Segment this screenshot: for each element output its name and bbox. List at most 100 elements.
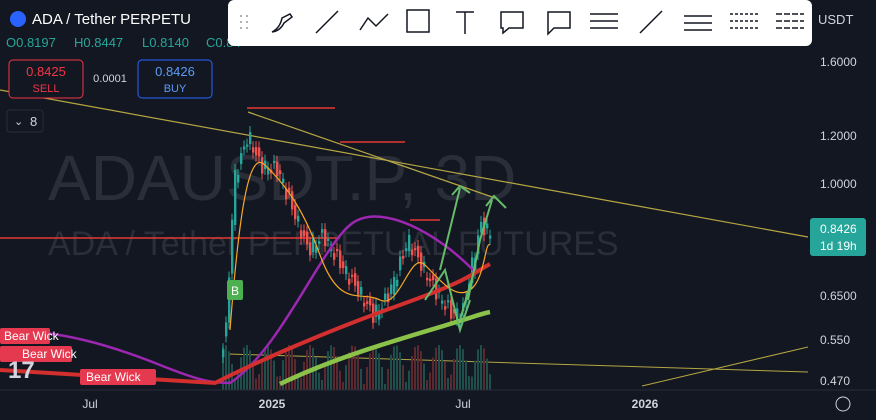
volume-bar (255, 378, 257, 390)
volume-bar (327, 351, 329, 390)
volume-bar (399, 352, 401, 390)
buy-button[interactable] (137, 59, 213, 99)
volume-bar (261, 358, 263, 390)
volume-bar (474, 360, 476, 390)
candle-body (246, 144, 249, 147)
candle-body (327, 238, 330, 241)
arrow (424, 267, 471, 334)
volume-bar (405, 381, 407, 390)
volume-bar (336, 356, 338, 390)
volume-bar (270, 349, 272, 390)
candle-body (426, 277, 429, 281)
volume-bar (393, 346, 395, 390)
volume-bar (282, 360, 284, 390)
brush-tool[interactable] (271, 13, 294, 33)
sell-label[interactable]: SELL (33, 83, 60, 95)
volume-bar (267, 345, 269, 390)
rectangle-tool[interactable] (406, 9, 430, 33)
text-tool[interactable] (456, 11, 474, 34)
candle-body (435, 278, 438, 300)
candle-body (258, 147, 261, 157)
volume-bar (390, 354, 392, 390)
time-label: 2025 (259, 397, 286, 411)
candle-body (276, 161, 279, 177)
volume-bar (447, 377, 449, 390)
line-tool[interactable] (315, 10, 339, 34)
ohlc-high: H0.8447 (74, 35, 123, 50)
candle-body (456, 308, 459, 321)
sell-price[interactable]: 0.8425 (26, 64, 66, 79)
volume-bar (453, 359, 455, 390)
volume-bar (429, 372, 431, 390)
indicator-toggle[interactable] (6, 109, 44, 133)
path-tool[interactable] (359, 13, 389, 31)
settings-icon[interactable] (835, 396, 851, 412)
volume-bar (309, 345, 311, 390)
candle-body (252, 147, 255, 153)
candle-body (486, 223, 489, 229)
buy-price[interactable]: 0.8426 (155, 64, 195, 79)
candle-body (363, 302, 366, 307)
volume-bar (354, 346, 356, 390)
volume-bar (237, 372, 239, 390)
candle-body (399, 256, 402, 271)
price-label: 0.470 (820, 374, 850, 388)
currency[interactable]: USDT (818, 12, 853, 27)
candle-body (408, 234, 411, 252)
candle-body (324, 229, 327, 247)
candle-body (294, 205, 297, 220)
candle-body (378, 310, 381, 320)
candle-body (267, 167, 270, 175)
arrow (459, 194, 507, 321)
ray-tool[interactable] (639, 10, 663, 34)
arrows (424, 184, 507, 334)
time-label: Jul (455, 397, 470, 411)
buy-signal: B (231, 284, 239, 298)
ma-green (279, 309, 491, 387)
callout-tool[interactable] (500, 11, 524, 35)
volume-bar (324, 363, 326, 390)
chevron: ⌄ (14, 116, 23, 128)
volume-bar (360, 368, 362, 390)
candle-body (384, 293, 387, 300)
gann-tool[interactable] (776, 13, 804, 29)
tv-logo: 17 (8, 357, 35, 384)
time-label: Jul (82, 397, 97, 411)
candles (222, 126, 492, 390)
volume-bar (465, 360, 467, 390)
candle-body (450, 300, 453, 319)
volume-bar (396, 345, 398, 390)
volume-bar (315, 357, 317, 390)
buy-label[interactable]: BUY (164, 83, 187, 95)
channel-tool[interactable] (684, 15, 712, 31)
candle-body (375, 304, 378, 317)
volume-bar (333, 347, 335, 390)
candle-body (237, 174, 240, 183)
symbol[interactable]: ADA / Tether PERPETU (32, 11, 191, 28)
sell-button[interactable] (8, 59, 84, 99)
candle-body (300, 230, 303, 239)
candle-body (234, 169, 237, 225)
drag-handle[interactable] (240, 15, 248, 29)
volume-bar (381, 367, 383, 390)
indicator-count[interactable]: 8 (30, 114, 37, 129)
candle-body (282, 178, 285, 183)
volume-bar (387, 368, 389, 390)
tool-icons (240, 9, 804, 36)
volume-bar (468, 376, 470, 390)
symbol-icon (10, 11, 26, 27)
candle-body (315, 245, 318, 253)
ohlc-open: O0.8197 (6, 35, 56, 50)
volume-bar (258, 374, 260, 390)
candle-body (297, 215, 300, 222)
comment-tool[interactable] (547, 11, 571, 36)
volume-bar (402, 365, 404, 390)
candle-body (357, 281, 360, 296)
fib-tool[interactable] (590, 13, 618, 29)
candle-body (285, 188, 288, 200)
volume-bar (273, 360, 275, 390)
candle-body (369, 298, 372, 306)
volume-bar (486, 358, 488, 390)
candle-body (417, 245, 420, 258)
